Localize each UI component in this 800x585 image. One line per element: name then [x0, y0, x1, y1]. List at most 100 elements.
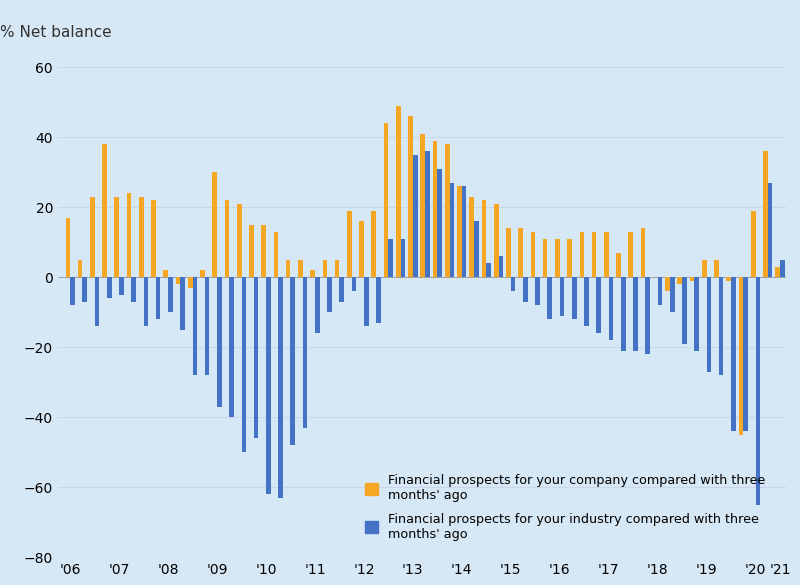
Bar [474, 221, 478, 277]
Bar [396, 106, 401, 277]
Bar [678, 277, 682, 284]
Bar [616, 253, 621, 277]
Bar [518, 228, 523, 277]
Bar [702, 260, 706, 277]
Bar [597, 277, 601, 333]
Bar [200, 270, 205, 277]
Bar [347, 211, 352, 277]
Bar [114, 197, 119, 277]
Bar [388, 239, 393, 277]
Bar [119, 277, 124, 295]
Bar [579, 232, 584, 277]
Text: % Net balance: % Net balance [0, 25, 111, 40]
Bar [486, 263, 491, 277]
Bar [151, 200, 156, 277]
Bar [70, 277, 75, 305]
Bar [90, 197, 94, 277]
Bar [506, 228, 510, 277]
Bar [290, 277, 295, 445]
Bar [163, 270, 168, 277]
Bar [775, 267, 780, 277]
Bar [658, 277, 662, 305]
Bar [322, 260, 327, 277]
Bar [126, 193, 131, 277]
Bar [212, 173, 217, 277]
Bar [433, 141, 438, 277]
Bar [530, 232, 535, 277]
Bar [359, 221, 364, 277]
Bar [176, 277, 180, 284]
Bar [706, 277, 711, 371]
Bar [682, 277, 686, 344]
Bar [694, 277, 699, 351]
Bar [543, 239, 547, 277]
Bar [445, 144, 450, 277]
Bar [327, 277, 332, 312]
Bar [298, 260, 302, 277]
Bar [666, 277, 670, 291]
Bar [315, 277, 319, 333]
Bar [494, 204, 498, 277]
Bar [609, 277, 614, 340]
Bar [408, 116, 413, 277]
Bar [670, 277, 674, 312]
Bar [567, 239, 572, 277]
Bar [482, 200, 486, 277]
Bar [139, 197, 144, 277]
Bar [633, 277, 638, 351]
Bar [102, 144, 107, 277]
Bar [731, 277, 736, 431]
Bar [641, 228, 646, 277]
Bar [547, 277, 552, 319]
Bar [94, 277, 99, 326]
Bar [572, 277, 577, 319]
Bar [780, 260, 785, 277]
Bar [743, 277, 748, 431]
Bar [82, 277, 87, 302]
Bar [249, 225, 254, 277]
Bar [205, 277, 210, 375]
Bar [266, 277, 270, 494]
Bar [421, 134, 425, 277]
Bar [401, 239, 406, 277]
Bar [510, 277, 515, 291]
Bar [425, 152, 430, 277]
Bar [621, 277, 626, 351]
Bar [462, 186, 466, 277]
Bar [646, 277, 650, 355]
Bar [364, 277, 369, 326]
Bar [768, 183, 773, 277]
Bar [719, 277, 723, 375]
Bar [457, 186, 462, 277]
Bar [438, 169, 442, 277]
Bar [302, 277, 307, 428]
Bar [726, 277, 731, 281]
Bar [371, 211, 376, 277]
Bar [107, 277, 111, 298]
Bar [352, 277, 356, 291]
Bar [334, 260, 339, 277]
Bar [560, 277, 564, 316]
Bar [193, 277, 198, 375]
Bar [763, 152, 768, 277]
Bar [237, 204, 242, 277]
Bar [470, 197, 474, 277]
Bar [450, 183, 454, 277]
Bar [230, 277, 234, 417]
Bar [751, 211, 755, 277]
Bar [738, 277, 743, 435]
Bar [755, 277, 760, 505]
Bar [188, 277, 193, 288]
Bar [278, 277, 283, 498]
Bar [339, 277, 344, 302]
Bar [714, 260, 719, 277]
Bar [168, 277, 173, 312]
Bar [274, 232, 278, 277]
Bar [131, 277, 136, 302]
Bar [66, 218, 70, 277]
Bar [144, 277, 148, 326]
Bar [225, 200, 230, 277]
Bar [604, 232, 609, 277]
Bar [262, 225, 266, 277]
Legend: Financial prospects for your company compared with three
months' ago, Financial : Financial prospects for your company com… [365, 474, 765, 541]
